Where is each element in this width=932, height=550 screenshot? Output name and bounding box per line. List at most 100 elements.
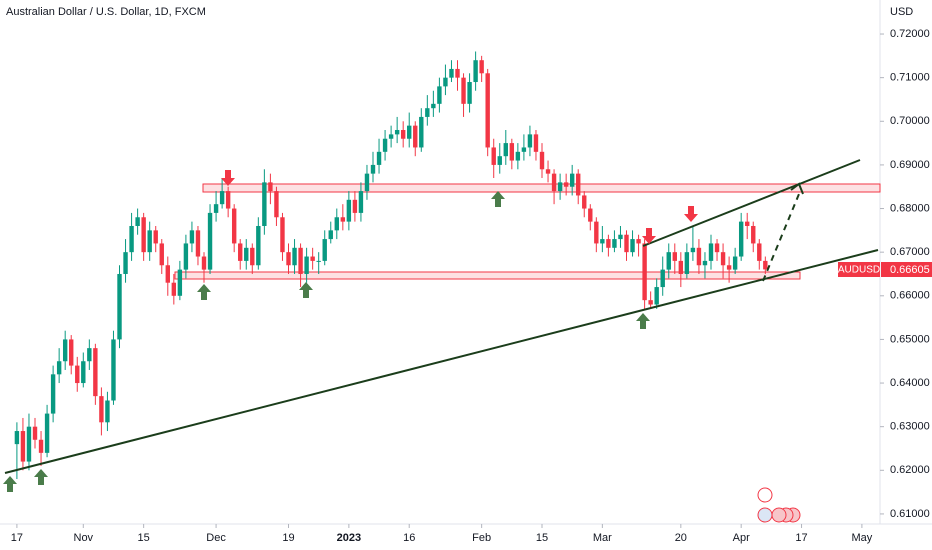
zones	[174, 183, 881, 280]
candle-body	[177, 269, 183, 296]
candle-body	[340, 217, 346, 222]
candle-body	[262, 182, 267, 226]
candle-body	[153, 230, 158, 244]
candle-body	[473, 60, 478, 83]
y-tick-label: 0.72000	[890, 28, 930, 40]
candle-body	[732, 256, 738, 270]
candle-body	[413, 125, 418, 148]
support-zone	[174, 271, 801, 280]
drawings	[4, 159, 879, 474]
candle-body	[738, 221, 744, 257]
candle-body	[485, 73, 490, 148]
candle-body	[147, 230, 152, 253]
candle-body	[563, 182, 569, 187]
candle-body	[117, 273, 122, 340]
last-price-label: 0.66605	[890, 264, 930, 276]
candle-body	[165, 265, 170, 283]
candle-body	[56, 361, 62, 375]
channel-line	[642, 159, 861, 247]
candle-body	[672, 252, 677, 261]
x-tick-label: 15	[138, 532, 150, 544]
price-tag: AUDUSD 0.66605	[838, 262, 932, 277]
candle-body	[141, 217, 146, 253]
candle-body	[376, 151, 382, 165]
symbol-tag	[838, 262, 880, 277]
candle-body	[600, 239, 605, 244]
candle-body	[213, 204, 219, 213]
x-tick-label: 20	[675, 532, 687, 544]
candle-body	[286, 252, 291, 266]
y-tick-label: 0.68000	[890, 202, 930, 214]
candle-body	[509, 143, 515, 161]
up-arrow	[491, 191, 505, 207]
candle-body	[388, 134, 394, 139]
chart-title: Australian Dollar / U.S. Dollar, 1D, FXC…	[6, 6, 206, 18]
candle-body	[292, 247, 297, 266]
candle-body	[726, 265, 732, 270]
y-tick-label: 0.64000	[890, 377, 930, 389]
x-tick-label: 19	[282, 532, 294, 544]
candle-body	[455, 68, 460, 78]
candle-body	[708, 243, 714, 261]
icons	[757, 487, 801, 523]
candle-body	[183, 243, 189, 270]
candle-body	[38, 439, 44, 453]
x-tick-label: 2023	[337, 532, 361, 544]
down-arrows	[221, 170, 698, 244]
x-tick-label: May	[852, 532, 873, 544]
icon	[771, 507, 787, 523]
candle-body	[316, 260, 321, 262]
up-arrow	[34, 469, 48, 485]
candle-body	[159, 243, 164, 266]
candle-body	[310, 256, 315, 261]
candle-body	[201, 256, 207, 270]
y-tick-label: 0.69000	[890, 159, 930, 171]
y-axis-label: USD	[890, 6, 913, 18]
y-tick-label: 0.70000	[890, 115, 930, 127]
candle-body	[666, 252, 671, 270]
trend-line	[4, 249, 879, 474]
candle-body	[467, 82, 472, 104]
candle-body	[20, 431, 26, 462]
candle-body	[364, 173, 370, 192]
candle-body	[545, 169, 551, 174]
candle-body	[642, 243, 647, 301]
x-tick-label: 16	[403, 532, 415, 544]
candle-body	[135, 217, 140, 226]
candle-body	[244, 247, 249, 261]
candle-body	[702, 260, 708, 266]
candle-body	[594, 221, 599, 244]
candle-body	[75, 365, 80, 384]
x-tick-label: Mar	[593, 532, 612, 544]
y-tick-label: 0.63000	[890, 421, 930, 433]
down-arrow	[684, 206, 698, 222]
candle-body	[630, 239, 635, 253]
y-tick-label: 0.62000	[890, 464, 930, 476]
candle-body	[274, 191, 279, 218]
candle-body	[26, 426, 32, 462]
candle-body	[491, 147, 496, 165]
candle-body	[219, 191, 225, 205]
candle-body	[690, 247, 696, 253]
y-tick-label: 0.61000	[890, 508, 930, 520]
candle-body	[648, 300, 653, 305]
candle-body	[268, 182, 273, 192]
projection-arrowhead	[790, 182, 804, 195]
candle-body	[93, 348, 98, 397]
symbol-label: AUDUSD	[838, 265, 880, 276]
candle-body	[431, 103, 436, 109]
candle-body	[449, 68, 454, 78]
candle-body	[280, 217, 285, 253]
candle-body	[557, 182, 563, 192]
candle-body	[539, 151, 545, 170]
candle-body	[304, 256, 309, 274]
up-arrow	[636, 313, 650, 329]
candle-body	[612, 239, 617, 248]
candle-body	[32, 426, 38, 440]
candle-body	[751, 225, 756, 244]
x-tick-label: Nov	[74, 532, 94, 544]
down-arrow	[642, 228, 656, 244]
candle-body	[407, 125, 412, 139]
candle-body	[503, 143, 508, 157]
